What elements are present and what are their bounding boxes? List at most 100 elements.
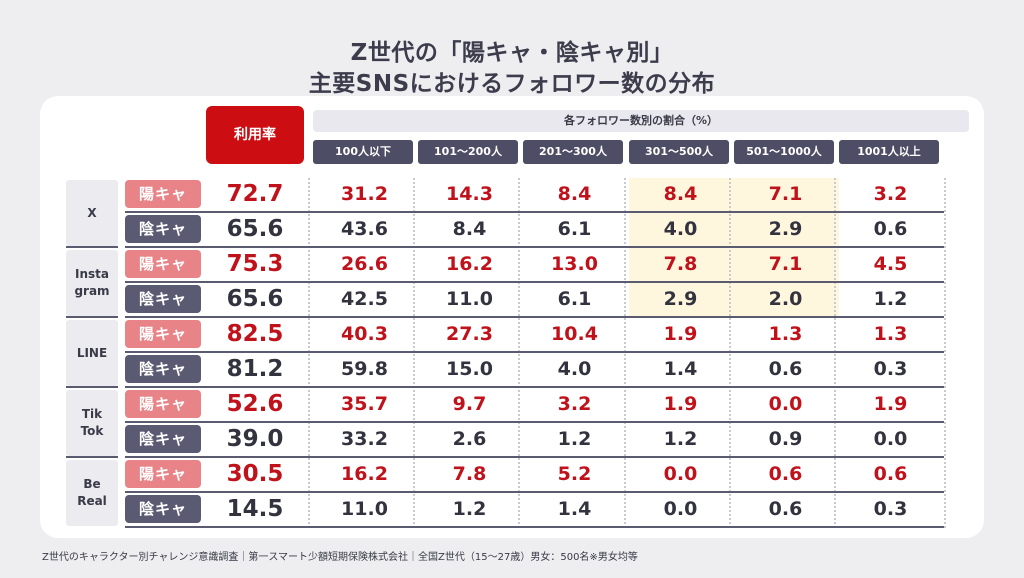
inkya-badge: 陰キャ <box>125 495 201 523</box>
usage-rate-value: 39.0 <box>226 426 284 452</box>
row-divider <box>125 351 944 353</box>
bucket-header: 101〜200人 <box>418 140 518 164</box>
ratio-value: 5.2 <box>557 463 592 485</box>
ratio-value: 6.1 <box>557 288 592 310</box>
inkya-badge: 陰キャ <box>125 355 201 383</box>
ratio-value: 16.2 <box>341 463 388 485</box>
ratio-value: 0.6 <box>873 218 908 240</box>
row-divider <box>125 421 944 423</box>
ratio-value: 7.1 <box>768 253 803 275</box>
ratio-value: 1.9 <box>873 393 908 415</box>
ratio-value: 8.4 <box>557 183 592 205</box>
ratio-value: 0.6 <box>768 463 803 485</box>
usage-rate-value: 30.5 <box>226 461 284 487</box>
ratio-value: 40.3 <box>341 323 388 345</box>
bucket-header: 201〜300人 <box>523 140 623 164</box>
row-divider <box>125 386 944 388</box>
ratio-value: 0.9 <box>768 428 803 450</box>
ratio-value: 3.2 <box>557 393 592 415</box>
ratio-value: 1.2 <box>557 428 592 450</box>
ratio-value: 0.6 <box>873 463 908 485</box>
ratio-value: 8.4 <box>663 183 698 205</box>
ratio-value: 1.4 <box>663 358 698 380</box>
yokya-badge: 陽キャ <box>125 180 201 208</box>
ratio-value: 14.3 <box>446 183 493 205</box>
column-separator <box>518 178 520 528</box>
ratio-value: 11.0 <box>341 498 388 520</box>
platform-label: LINE <box>66 320 118 386</box>
row-divider <box>125 456 944 458</box>
ratio-value: 1.3 <box>768 323 803 345</box>
platform-divider <box>66 246 118 248</box>
ratio-value: 0.0 <box>663 463 698 485</box>
column-separator <box>413 178 415 528</box>
row-divider <box>125 211 944 213</box>
ratio-value: 1.2 <box>873 288 908 310</box>
source-footnote: Z世代のキャラクター別チャレンジ意識調査｜第一スマート少額短期保険株式会社｜全国… <box>42 552 638 563</box>
platform-label: Tik Tok <box>66 390 118 456</box>
yokya-badge: 陽キャ <box>125 250 201 278</box>
ratio-value: 9.7 <box>452 393 487 415</box>
ratio-value: 13.0 <box>551 253 598 275</box>
ratio-value: 4.0 <box>663 218 698 240</box>
column-separator <box>624 178 626 528</box>
inkya-badge: 陰キャ <box>125 215 201 243</box>
bucket-header: 100人以下 <box>313 140 413 164</box>
ratio-value: 1.9 <box>663 323 698 345</box>
ratio-value: 0.0 <box>873 428 908 450</box>
ratio-value: 0.3 <box>873 498 908 520</box>
ratio-value: 0.6 <box>768 358 803 380</box>
ratio-value: 0.6 <box>768 498 803 520</box>
ratio-value: 11.0 <box>446 288 493 310</box>
row-divider <box>125 491 944 493</box>
row-divider <box>125 281 944 283</box>
yokya-badge: 陽キャ <box>125 460 201 488</box>
usage-rate-header: 利用率 <box>206 106 304 164</box>
platform-divider <box>66 316 118 318</box>
platform-label: X <box>66 180 118 246</box>
chart-title: Z世代の「陽キャ・陰キャ別」 主要SNSにおけるフォロワー数の分布 <box>0 38 1024 100</box>
usage-rate-value: 65.6 <box>226 286 284 312</box>
bucket-header: 1001人以上 <box>839 140 939 164</box>
ratio-value: 10.4 <box>551 323 598 345</box>
bucket-header: 501〜1000人 <box>734 140 834 164</box>
follower-ratio-group-header: 各フォロワー数別の割合（%） <box>313 110 969 132</box>
ratio-value: 4.0 <box>557 358 592 380</box>
ratio-value: 2.6 <box>452 428 487 450</box>
usage-rate-value: 75.3 <box>226 251 284 277</box>
ratio-value: 26.6 <box>341 253 388 275</box>
row-divider <box>125 246 944 248</box>
ratio-value: 1.2 <box>663 428 698 450</box>
title-line-1: Z世代の「陽キャ・陰キャ別」 <box>350 40 674 66</box>
usage-rate-value: 52.6 <box>226 391 284 417</box>
platform-divider <box>66 386 118 388</box>
ratio-value: 8.4 <box>452 218 487 240</box>
ratio-value: 43.6 <box>341 218 388 240</box>
yokya-badge: 陽キャ <box>125 320 201 348</box>
bucket-header: 301〜500人 <box>629 140 729 164</box>
ratio-value: 7.1 <box>768 183 803 205</box>
platform-label: Be Real <box>66 460 118 526</box>
row-divider <box>125 316 944 318</box>
ratio-value: 16.2 <box>446 253 493 275</box>
column-separator <box>944 178 946 528</box>
ratio-value: 1.4 <box>557 498 592 520</box>
ratio-value: 2.9 <box>768 218 803 240</box>
usage-rate-value: 82.5 <box>226 321 284 347</box>
ratio-value: 1.3 <box>873 323 908 345</box>
ratio-value: 42.5 <box>341 288 388 310</box>
ratio-value: 4.5 <box>873 253 908 275</box>
ratio-value: 33.2 <box>341 428 388 450</box>
ratio-value: 2.9 <box>663 288 698 310</box>
row-divider <box>125 526 944 528</box>
column-separator <box>308 178 310 528</box>
highlight-band <box>629 178 839 318</box>
usage-rate-value: 81.2 <box>226 356 284 382</box>
column-separator <box>834 178 836 528</box>
yokya-badge: 陽キャ <box>125 390 201 418</box>
ratio-value: 0.0 <box>768 393 803 415</box>
inkya-badge: 陰キャ <box>125 285 201 313</box>
ratio-value: 59.8 <box>341 358 388 380</box>
usage-rate-value: 14.5 <box>226 496 284 522</box>
ratio-value: 15.0 <box>446 358 493 380</box>
